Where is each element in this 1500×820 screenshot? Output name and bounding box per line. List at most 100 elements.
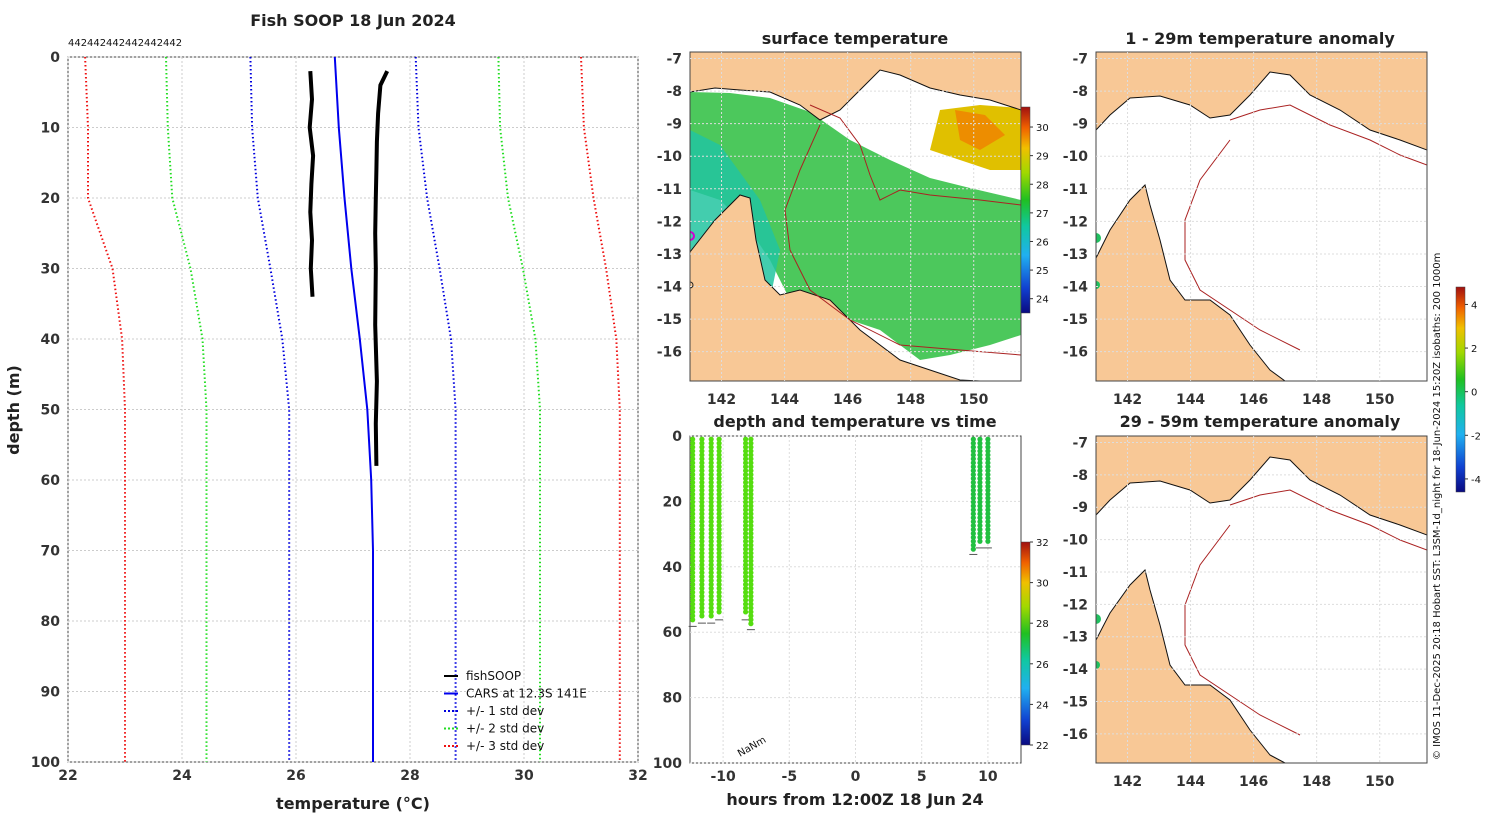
cast-point [743,436,749,442]
cast-point [985,460,991,466]
cast-point [748,605,754,611]
cast-point [743,464,749,470]
cast-point [708,577,714,584]
cast-point [690,483,696,489]
cast-point [748,621,754,627]
anomaly-top-isobath-1000 [1184,139,1301,351]
cast-point [690,589,696,595]
map-ytick: -15 [1063,694,1088,710]
cast-point [699,570,705,576]
cast-point [743,522,749,529]
map-ytick: -9 [1072,500,1088,516]
cast-point [970,515,976,521]
anomaly-bottom-frame [1095,435,1428,764]
cast-point [690,475,696,482]
cast-point [690,558,696,564]
legend-label: fishSOOP [466,669,521,683]
cast-point [985,456,991,462]
cast-point [699,471,705,478]
sst-hot-core [955,110,1005,150]
legend-label: CARS at 12.3S 141E [466,687,587,701]
cast-point [699,452,705,458]
cast-point [743,593,749,599]
cast-point [985,475,991,482]
cast-point [985,522,991,529]
cast-point [699,436,705,442]
sst-title: surface temperature [762,29,949,48]
cast-point [716,503,722,509]
cast-point [977,436,983,442]
profile-xtick: 22 [58,768,77,784]
time-ytick: 0 [672,429,682,445]
time-ytick: 40 [663,560,683,576]
cast-point [970,436,976,442]
cast-point [977,448,983,454]
cast-point [708,597,714,603]
anomaly-bottom-point-1 [1096,614,1101,624]
colorbar-tick-label: 26 [1036,237,1049,248]
cast-point [699,475,705,482]
colorbar-tick-label: 30 [1036,123,1049,134]
time-xtick: 5 [917,769,927,785]
cast-point [743,475,749,482]
map-ytick: -9 [666,117,682,133]
sst-colorbar [1020,106,1031,314]
time-colorbar [1020,541,1031,746]
cast-point [748,550,754,556]
cast-point [748,601,754,607]
cast-point [690,464,696,470]
cast-point [985,534,991,540]
cast-point [716,609,722,615]
cast-point [970,495,976,501]
cast-point [743,558,749,564]
cast-point [743,491,749,497]
cast-point [985,444,991,450]
profile-top-label: 442 [106,38,125,49]
cast-point [690,542,696,548]
map-xtick: 148 [1302,774,1331,790]
cast-point [699,589,705,595]
profile-series-line [307,70,316,297]
cast-point [748,558,754,564]
legend-label: +/- 2 std dev [466,722,544,736]
map-ytick: -13 [1063,247,1088,263]
cast-point [716,452,722,458]
cast-point [699,495,705,501]
cast-point [699,526,705,533]
cast-point [985,479,991,486]
cast-point [699,511,705,517]
cast-point [743,554,749,560]
profile-series-line [414,56,457,762]
cast-point [970,464,976,470]
cast-point [743,585,749,591]
map-ytick: -16 [657,345,682,361]
cast-point [970,475,976,482]
anomaly-top-isobath-200 [1229,104,1427,166]
cast-point [716,546,722,552]
cast-point [985,503,991,509]
map-ytick: -14 [1063,662,1089,678]
cast-point [743,570,749,576]
cast-point [977,534,983,540]
cast-point [716,558,722,564]
cast-point [743,448,749,454]
cast-point [699,554,705,560]
map-xtick: 150 [1365,774,1394,790]
cast-point [716,530,722,537]
cast-point [690,601,696,607]
cast-point [716,597,722,603]
cast-point [743,456,749,462]
cast-point [690,581,696,588]
cast-point [743,581,749,588]
cast-point [743,601,749,607]
cast-point [708,515,714,521]
cast-point [743,526,749,533]
cast-point [699,558,705,564]
time-ytick: 20 [663,494,683,510]
cast-point [699,468,705,474]
map-ytick: -14 [657,280,683,296]
cast-point [716,519,722,525]
cast-point [690,444,696,450]
cast-point [977,460,983,466]
